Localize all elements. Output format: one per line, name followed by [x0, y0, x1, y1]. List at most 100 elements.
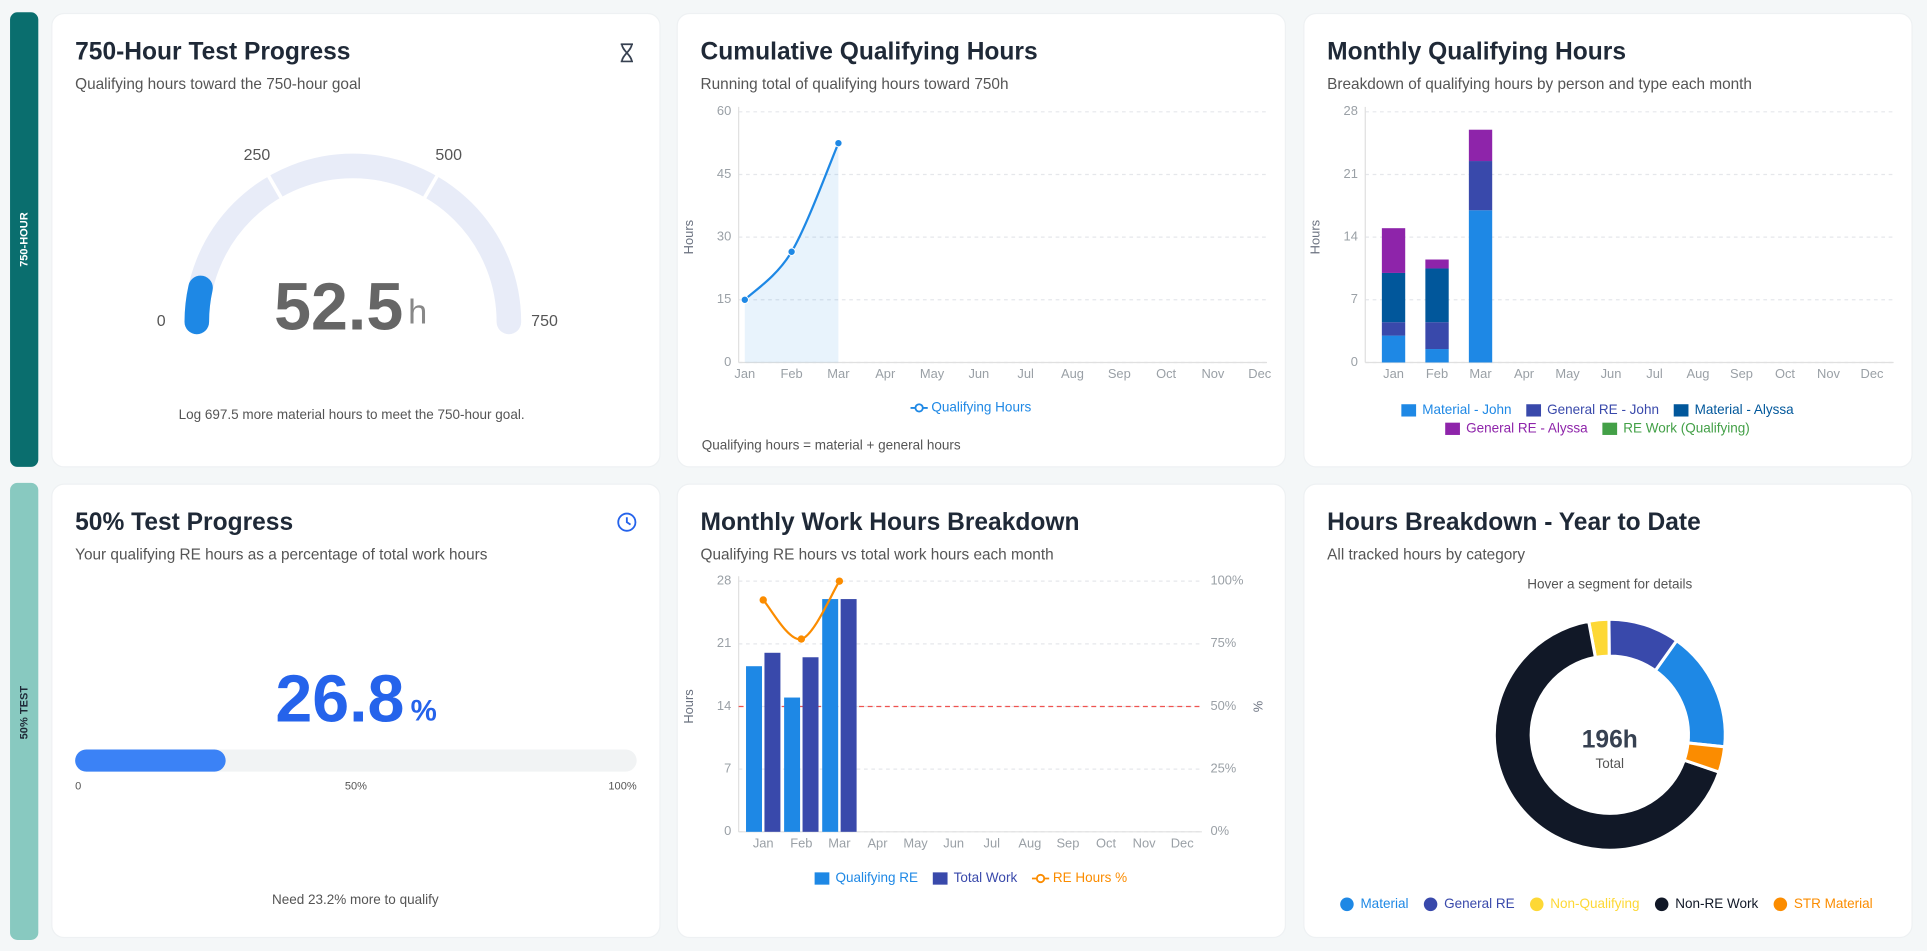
section-label: 50% TEST [19, 686, 31, 740]
card [51, 483, 661, 939]
y-tick-label: 0 [724, 823, 731, 838]
point [740, 295, 749, 304]
x-tick-label: Oct [1775, 366, 1795, 381]
legend-label: Material - Alyssa [1695, 402, 1795, 417]
legend-label: Qualifying Hours [931, 399, 1031, 414]
legend-item[interactable]: STR Material [1773, 896, 1873, 912]
gauge-tick [265, 173, 284, 201]
y-tick-label: 15 [717, 291, 731, 306]
y-tick-label: 0 [1351, 354, 1358, 369]
bar-segment [1381, 228, 1406, 273]
legend-label: Qualifying RE [836, 870, 919, 885]
bar-segment [1425, 259, 1449, 269]
y-tick-label: 21 [1344, 166, 1358, 181]
x-tick-label: May [920, 366, 945, 381]
x-tick-label: Oct [1096, 836, 1116, 851]
legend-item[interactable]: General RE - Alyssa [1445, 420, 1588, 435]
gauge-tick-label: 0 [157, 313, 166, 330]
section-label: 750-HOUR [19, 212, 31, 267]
bar-segment [1425, 322, 1449, 350]
legend-label: STR Material [1794, 896, 1873, 911]
legend-item[interactable]: RE Work (Qualifying) [1602, 420, 1750, 435]
legend-item[interactable]: Non-RE Work [1654, 896, 1759, 912]
legend-label: General RE - John [1547, 402, 1659, 417]
progress-tick-label: 50% [345, 780, 367, 792]
y2-tick-label: 25% [1210, 761, 1236, 776]
x-tick-label: Jul [1017, 366, 1033, 381]
gauge-tick-label: 750 [531, 313, 558, 330]
icon-shape [620, 43, 633, 63]
y-axis-label: Hours [681, 220, 696, 254]
legend-item[interactable]: General RE [1423, 896, 1515, 912]
y-tick-label: 7 [1351, 291, 1358, 306]
bar [840, 599, 857, 832]
legend-marker [814, 872, 830, 885]
donut-segment[interactable] [1492, 619, 1722, 852]
y2-tick-label: 0% [1210, 823, 1229, 838]
x-tick-label: Nov [1201, 366, 1224, 381]
legend-item[interactable]: Material [1340, 896, 1408, 912]
y-tick-label: 7 [724, 761, 731, 776]
legend-item[interactable]: Qualifying Hours [910, 399, 1032, 414]
progress-fill [75, 749, 226, 772]
y-axis-label: Hours [681, 689, 696, 723]
x-tick-label: Dec [1861, 366, 1884, 381]
card-subtitle: Running total of qualifying hours toward… [701, 76, 1009, 93]
x-tick-label: Aug [1018, 836, 1041, 851]
legend-marker [1035, 873, 1046, 884]
card-title: 750-Hour Test Progress [75, 38, 350, 65]
x-tick-label: Mar [828, 836, 851, 851]
bar-segment [1381, 335, 1406, 363]
y-tick-label: 0 [724, 354, 731, 369]
x-tick-label: Sep [1730, 366, 1753, 381]
card-subtitle: Your qualifying RE hours as a percentage… [75, 546, 488, 563]
legend-item[interactable]: Material - John [1401, 402, 1512, 417]
legend-marker [1602, 422, 1618, 435]
x-tick-label: Feb [1426, 366, 1448, 381]
x-tick-label: Jul [984, 836, 1000, 851]
card-title: Monthly Qualifying Hours [1327, 38, 1626, 65]
point [797, 635, 805, 643]
legend-item[interactable]: General RE - John [1526, 402, 1659, 417]
legend-marker [1445, 422, 1460, 435]
legend-item[interactable]: Qualifying RE [814, 870, 919, 885]
legend-marker [1340, 897, 1354, 912]
card-title: Hours Breakdown - Year to Date [1327, 509, 1701, 536]
x-tick-label: Dec [1171, 836, 1194, 851]
hint: Hover a segment for details [1527, 576, 1692, 591]
legend-marker [1526, 404, 1542, 417]
legend-item[interactable]: Material - Alyssa [1673, 402, 1795, 417]
legend-item[interactable]: Non-Qualifying [1530, 896, 1640, 912]
card-subtitle: Breakdown of qualifying hours by person … [1327, 76, 1752, 93]
donut-segment[interactable] [1682, 741, 1727, 775]
section-bar [10, 12, 39, 467]
note: Log 697.5 more material hours to meet th… [179, 407, 525, 422]
donut-segment[interactable] [1607, 617, 1679, 673]
x-tick-label: Apr [875, 366, 896, 381]
y-tick-label: 14 [1344, 229, 1358, 244]
legend-label: General RE - Alyssa [1466, 420, 1588, 435]
x-tick-label: Jan [753, 836, 774, 851]
x-tick-label: Apr [867, 836, 888, 851]
bar-segment [1468, 210, 1493, 363]
x-tick-label: Jul [1646, 366, 1662, 381]
card [1303, 483, 1913, 939]
x-tick-label: May [1555, 366, 1580, 381]
y2-axis-label: % [1251, 701, 1266, 712]
legend-label: Non-RE Work [1675, 896, 1758, 911]
card [676, 12, 1287, 468]
legend-item[interactable]: Total Work [932, 870, 1018, 885]
x-tick-label: Feb [790, 836, 812, 851]
section-bar [10, 482, 39, 940]
note: Qualifying hours = material + general ho… [702, 438, 961, 453]
y2-tick-label: 75% [1210, 635, 1236, 650]
y-tick-label: 14 [717, 698, 731, 713]
x-tick-label: Sep [1108, 366, 1131, 381]
bar [784, 697, 801, 832]
bar-segment [1468, 129, 1493, 162]
y-tick-label: 28 [1344, 103, 1358, 118]
x-tick-label: Sep [1056, 836, 1079, 851]
card-subtitle: Qualifying RE hours vs total work hours … [701, 546, 1054, 563]
legend-item[interactable]: RE Hours % [1031, 870, 1127, 885]
